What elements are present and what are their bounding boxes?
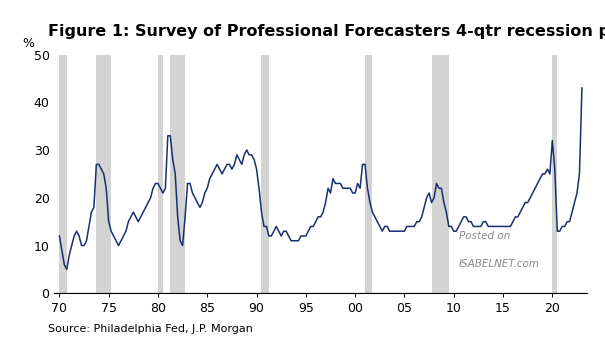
Text: Posted on: Posted on xyxy=(459,231,511,241)
Bar xyxy=(59,55,67,293)
Bar xyxy=(170,55,185,293)
Bar xyxy=(96,55,111,293)
Bar xyxy=(261,55,269,293)
Text: Source: Philadelphia Fed, J.P. Morgan: Source: Philadelphia Fed, J.P. Morgan xyxy=(48,324,253,334)
Bar xyxy=(431,55,449,293)
Text: %: % xyxy=(22,37,34,50)
Bar xyxy=(365,55,373,293)
Bar xyxy=(552,55,557,293)
Text: ISABELNET.com: ISABELNET.com xyxy=(459,260,540,269)
Text: Figure 1: Survey of Professional Forecasters 4-qtr recession prob.: Figure 1: Survey of Professional Forecas… xyxy=(48,24,605,39)
Bar xyxy=(158,55,163,293)
